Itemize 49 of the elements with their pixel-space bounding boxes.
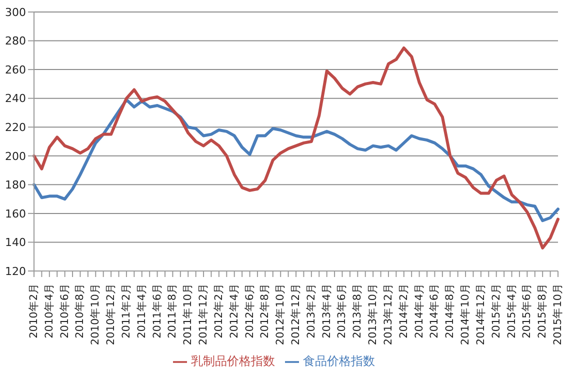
x-tick-label: 2011年10月	[182, 283, 194, 346]
x-tick-label: 2012年4月	[228, 283, 240, 338]
x-tick-label: 2011年4月	[136, 283, 148, 338]
y-tick-label: 160	[5, 207, 26, 220]
x-tick-label: 2010年10月	[90, 283, 102, 346]
x-tick-label: 2011年8月	[166, 283, 179, 338]
x-tick-label: 2010年8月	[74, 283, 86, 338]
y-tick-label: 300	[5, 6, 26, 19]
x-tick-label: 2013年2月	[305, 283, 318, 338]
x-tick-label: 2014年2月	[398, 283, 410, 338]
x-tick-label: 2010年2月	[28, 283, 40, 338]
x-tick-label: 2012年12月	[290, 283, 302, 346]
x-tick-label: 2012年6月	[244, 283, 256, 338]
x-tick-label: 2012年8月	[259, 283, 272, 338]
x-tick-label: 2014年10月	[460, 283, 472, 346]
x-tick-label: 2014年8月	[444, 283, 456, 338]
x-tick-label: 2013年12月	[382, 283, 394, 346]
line-series	[32, 46, 560, 250]
y-tick-label: 120	[5, 264, 26, 278]
x-tick-label: 2015年10月	[552, 283, 564, 346]
x-tick-label: 2011年2月	[120, 283, 132, 338]
y-tick-label: 280	[5, 34, 26, 48]
y-tick-label: 180	[5, 178, 26, 192]
x-tick-label: 2012年10月	[274, 283, 287, 346]
y-tick-label: 140	[5, 236, 26, 250]
x-tick-label: 2011年12月	[198, 283, 210, 346]
x-tick-label: 2015年2月	[490, 283, 502, 338]
legend-label: 食品价格指数	[303, 354, 375, 368]
x-tick-label: 2010年6月	[58, 283, 71, 338]
x-tick-label: 2013年6月	[336, 283, 348, 338]
y-tick-label: 260	[5, 63, 26, 76]
y-tick-label: 220	[5, 121, 26, 134]
x-tick-label: 2014年12月	[474, 283, 487, 346]
x-tick-label: 2014年4月	[413, 283, 426, 338]
x-tick-label: 2010年4月	[43, 283, 56, 338]
x-tick-label: 2015年4月	[506, 283, 518, 338]
x-tick-label: 2013年10月	[367, 283, 380, 346]
legend-label: 乳制品价格指数	[191, 354, 275, 368]
y-tick-label: 240	[5, 92, 26, 106]
x-tick-label: 2012年2月	[212, 283, 225, 338]
x-tick-label: 2013年8月	[352, 283, 364, 338]
x-tick-label: 2011年6月	[151, 283, 164, 338]
x-tick-label: 2014年6月	[428, 283, 441, 338]
x-tick-label: 2010年12月	[105, 283, 118, 346]
x-tick-label: 2015年8月	[536, 283, 549, 338]
x-tick-label: 2015年6月	[521, 283, 534, 338]
y-tick-label: 200	[5, 150, 26, 163]
x-tick-label: 2013年4月	[320, 283, 333, 338]
line-series	[32, 98, 560, 222]
